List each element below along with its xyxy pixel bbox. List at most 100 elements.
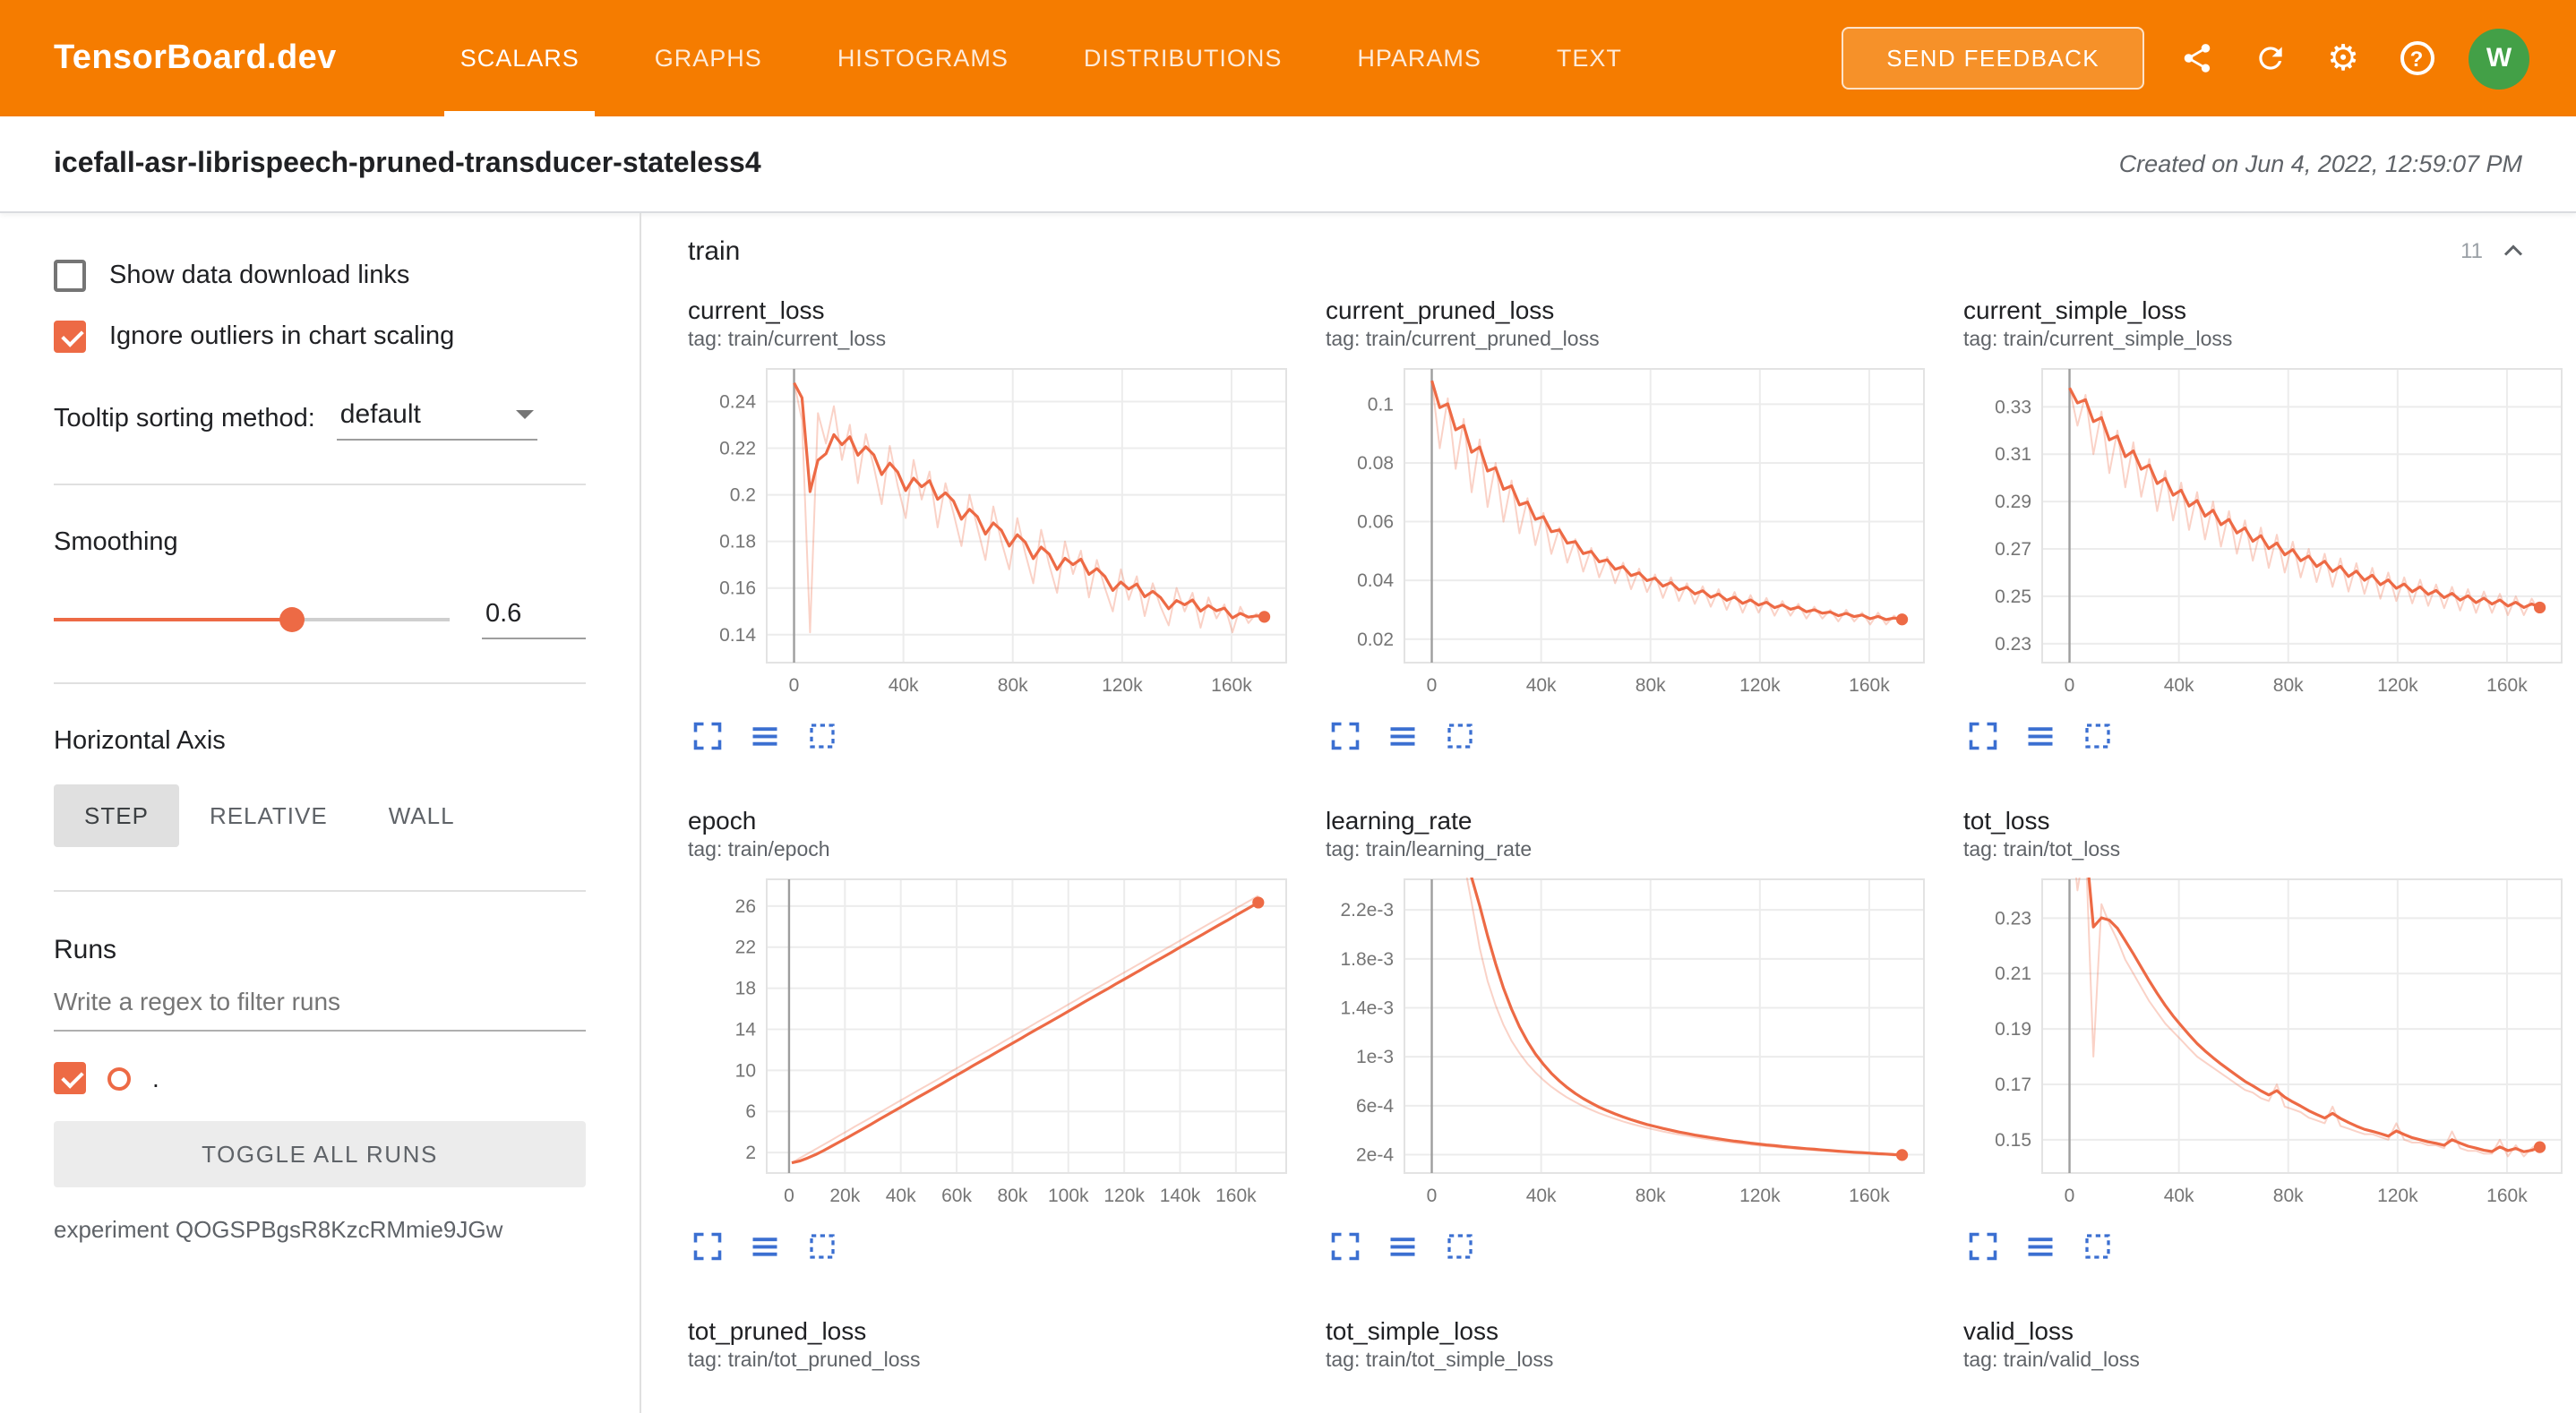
svg-text:40k: 40k <box>2164 1186 2194 1206</box>
scalar-line-chart[interactable]: 2e-4 6e-4 1e-3 1.4e-3 1.8e-3 2.2e-3 0 40k 80k 120… <box>1326 872 1935 1223</box>
smoothing-value[interactable]: 0.6 <box>482 600 586 639</box>
fit-domain-icon[interactable] <box>1444 1230 1476 1263</box>
tab-scalars[interactable]: SCALARS <box>423 0 617 116</box>
axis-wall-button[interactable]: WALL <box>388 802 455 829</box>
settings-gear-icon[interactable]: ⚙ <box>2327 39 2359 79</box>
run-checkbox[interactable] <box>54 1062 86 1094</box>
tab-graphs[interactable]: GRAPHS <box>654 45 762 72</box>
user-avatar[interactable]: W <box>2469 28 2529 89</box>
svg-text:0.16: 0.16 <box>719 578 756 599</box>
tab-hparams[interactable]: HPARAMS <box>1357 45 1481 72</box>
run-color-circle[interactable] <box>107 1066 131 1090</box>
scalar-line-chart[interactable]: 0.15 0.17 0.19 0.21 0.23 0 40k 80k 120k 160k <box>1963 872 2572 1223</box>
smoothing-slider-row: 0.6 <box>54 600 586 639</box>
share-icon[interactable] <box>2175 37 2218 80</box>
expand-chart-icon[interactable] <box>1967 1230 1999 1263</box>
axis-step-button[interactable]: STEP <box>54 784 179 847</box>
sidebar-divider <box>54 890 586 892</box>
smoothing-slider-thumb[interactable] <box>279 607 305 632</box>
experiment-id-text: experiment QOGSPBgsR8KzcRMmie9JGw <box>54 1216 503 1243</box>
chart-card: current_loss tag: train/current_loss 0.1… <box>688 295 1297 752</box>
expand-chart-icon[interactable] <box>1329 1230 1361 1263</box>
ignore-outliers-label: Ignore outliers in chart scaling <box>109 322 455 351</box>
svg-text:0.02: 0.02 <box>1357 629 1394 650</box>
svg-text:0: 0 <box>1427 675 1438 696</box>
chart-tag: tag: train/tot_pruned_loss <box>688 1350 921 1372</box>
main-panel: train 11 current_loss tag: train/current… <box>641 213 2576 1413</box>
chevron-up-icon[interactable] <box>2497 235 2529 267</box>
svg-text:14: 14 <box>735 1019 757 1040</box>
train-section-header[interactable]: train 11 <box>641 213 2576 270</box>
ignore-outliers-checkbox[interactable] <box>54 321 86 353</box>
svg-text:0.24: 0.24 <box>719 391 756 412</box>
app-bar: TensorBoard.dev SCALARS GRAPHS HISTOGRAM… <box>0 0 2576 116</box>
chart-title: epoch <box>688 806 757 835</box>
toggle-all-runs-button[interactable]: TOGGLE ALL RUNS <box>54 1121 586 1187</box>
brand-logo: TensorBoard.dev <box>54 39 337 76</box>
fit-domain-icon[interactable] <box>2082 1230 2114 1263</box>
help-icon[interactable]: ? <box>2395 37 2438 80</box>
smoothing-slider-fill <box>54 618 292 621</box>
smoothing-label: Smoothing <box>54 528 178 557</box>
scalar-line-chart[interactable]: 0.02 0.04 0.06 0.08 0.1 0 40k 80k 120k 160k <box>1326 362 1935 713</box>
runs-filter-input[interactable] <box>54 965 586 1032</box>
svg-text:0: 0 <box>1427 1186 1438 1206</box>
smoothing-slider[interactable] <box>54 607 450 632</box>
tooltip-sorting-select[interactable]: default <box>336 396 537 441</box>
data-table-icon[interactable] <box>1387 720 1419 752</box>
data-table-icon[interactable] <box>2024 1230 2057 1263</box>
svg-text:60k: 60k <box>941 1186 972 1206</box>
tooltip-sorting-label: Tooltip sorting method: <box>54 404 315 432</box>
fit-domain-icon[interactable] <box>2082 720 2114 752</box>
chevron-down-icon <box>515 410 534 419</box>
fit-domain-icon[interactable] <box>1444 720 1476 752</box>
tab-histograms[interactable]: HISTOGRAMS <box>837 45 1009 72</box>
chart-title: current_pruned_loss <box>1326 295 1555 324</box>
data-table-icon[interactable] <box>2024 720 2057 752</box>
fit-domain-icon[interactable] <box>806 1230 838 1263</box>
svg-text:2: 2 <box>745 1143 756 1163</box>
expand-chart-icon[interactable] <box>1329 720 1361 752</box>
data-table-icon[interactable] <box>749 1230 781 1263</box>
scalar-line-chart[interactable]: 0.23 0.25 0.27 0.29 0.31 0.33 0 40k 80k 120k 160k <box>1963 362 2572 713</box>
svg-text:80k: 80k <box>2273 675 2304 696</box>
axis-relative-button[interactable]: RELATIVE <box>209 802 328 829</box>
data-table-icon[interactable] <box>1387 1230 1419 1263</box>
svg-text:0: 0 <box>789 675 800 696</box>
expand-chart-icon[interactable] <box>691 1230 724 1263</box>
svg-text:0.21: 0.21 <box>1995 963 2031 984</box>
experiment-title: icefall-asr-librispeech-pruned-transduce… <box>54 148 761 178</box>
svg-text:120k: 120k <box>1103 1186 1145 1206</box>
svg-text:0.14: 0.14 <box>719 625 756 646</box>
chart-title: tot_pruned_loss <box>688 1316 867 1345</box>
tab-distributions[interactable]: DISTRIBUTIONS <box>1083 45 1283 72</box>
send-feedback-button[interactable]: SEND FEEDBACK <box>1842 27 2144 90</box>
appbar-actions: SEND FEEDBACK ⚙ ? W <box>1842 27 2529 90</box>
show-download-row: Show data download links <box>54 260 586 292</box>
data-table-icon[interactable] <box>749 720 781 752</box>
run-row: . <box>54 1062 586 1094</box>
show-download-checkbox[interactable] <box>54 260 86 292</box>
charts-grid: current_loss tag: train/current_loss 0.1… <box>641 270 2576 1372</box>
chart-tag: tag: train/valid_loss <box>1963 1350 2140 1372</box>
train-chart-count: 11 <box>2460 238 2483 263</box>
svg-text:160k: 160k <box>1215 1186 1257 1206</box>
expand-chart-icon[interactable] <box>1967 720 1999 752</box>
chart-title: tot_loss <box>1963 806 2050 835</box>
svg-text:120k: 120k <box>2377 675 2418 696</box>
scalar-line-chart[interactable]: 0.14 0.16 0.18 0.2 0.22 0.24 0 40k 80k 120k 160k <box>688 362 1297 713</box>
help-question-mark: ? <box>2400 41 2434 75</box>
svg-text:120k: 120k <box>1739 1186 1781 1206</box>
expand-chart-icon[interactable] <box>691 720 724 752</box>
chart-tag: tag: train/current_loss <box>688 330 887 351</box>
chart-tag: tag: train/tot_loss <box>1963 840 2121 861</box>
svg-text:20k: 20k <box>829 1186 860 1206</box>
fit-domain-icon[interactable] <box>806 720 838 752</box>
svg-text:160k: 160k <box>2486 675 2528 696</box>
svg-text:0.06: 0.06 <box>1357 512 1394 533</box>
refresh-icon[interactable] <box>2248 37 2291 80</box>
chart-title: current_simple_loss <box>1963 295 2186 324</box>
chart-toolbar <box>1326 1230 1935 1263</box>
tab-text[interactable]: TEXT <box>1556 45 1622 72</box>
